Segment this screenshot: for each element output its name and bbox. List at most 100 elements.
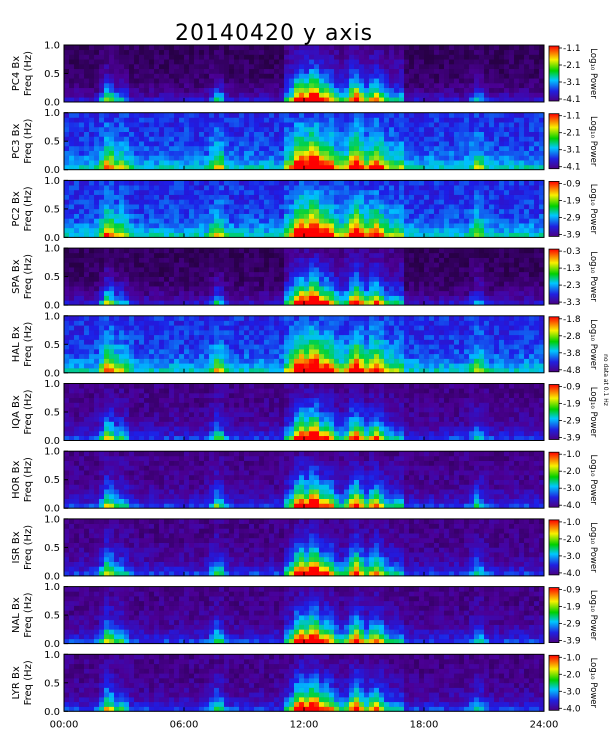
spectrogram-cell — [169, 122, 175, 128]
spectrogram-cell — [84, 271, 90, 277]
colorbar-tick-label: -3.9 — [563, 230, 581, 240]
spectrogram-cell — [309, 141, 315, 147]
spectrogram-cell — [384, 194, 390, 200]
spectrogram-cell — [419, 281, 425, 287]
spectrogram-cell — [109, 271, 115, 277]
spectrogram-cell — [74, 227, 80, 233]
spectrogram-cell — [309, 223, 315, 229]
spectrogram-cell — [144, 68, 150, 74]
spectrogram-cell — [134, 150, 140, 156]
spectrogram-cell — [384, 45, 390, 51]
spectrogram-cell — [259, 232, 265, 238]
spectrogram-cell — [529, 271, 535, 277]
spectrogram-cell — [209, 286, 215, 292]
spectrogram-cell — [244, 97, 250, 103]
spectrogram-cell — [469, 54, 475, 60]
spectrogram-cell — [309, 271, 315, 277]
spectrogram-cell — [399, 117, 405, 123]
spectrogram-cell — [294, 286, 300, 292]
spectrogram-cell — [309, 286, 315, 292]
spectrogram-cell — [359, 78, 365, 84]
spectrogram-cell — [159, 97, 165, 103]
spectrogram-cell — [159, 49, 165, 55]
spectrogram-cell — [229, 145, 235, 151]
spectrogram-cell — [494, 73, 500, 79]
spectrogram-cell — [399, 290, 405, 296]
spectrogram-cell — [309, 160, 315, 166]
spectrogram-cell — [324, 276, 330, 282]
spectrogram-cell — [304, 223, 310, 229]
spectrogram-cell — [519, 252, 525, 258]
spectrogram-cell — [414, 73, 420, 79]
spectrogram-cell — [309, 49, 315, 55]
spectrogram-cell — [179, 276, 185, 282]
spectrogram-cell — [249, 204, 255, 210]
spectrogram-cell — [64, 368, 70, 374]
spectrogram-cell — [424, 271, 430, 277]
spectrogram-cell — [274, 164, 280, 170]
spectrogram-cell — [279, 87, 285, 93]
spectrogram-cell — [324, 160, 330, 166]
spectrogram-cell — [459, 131, 465, 137]
spectrogram-cell — [319, 59, 325, 65]
spectrogram-cell — [199, 180, 205, 186]
spectrogram-cell — [74, 83, 80, 89]
spectrogram-cell — [164, 78, 170, 84]
spectrogram-cell — [134, 189, 140, 195]
spectrogram-cell — [494, 252, 500, 258]
spectrogram-cell — [399, 257, 405, 263]
spectrogram-cell — [349, 290, 355, 296]
spectrogram-cell — [314, 59, 320, 65]
spectrogram-cell — [309, 78, 315, 84]
spectrogram-cell — [179, 208, 185, 214]
spectrogram-cell — [469, 141, 475, 147]
spectrogram-cell — [464, 155, 470, 161]
spectrogram-cell — [194, 131, 200, 137]
spectrogram-cell — [159, 290, 165, 296]
spectrogram-cell — [519, 271, 525, 277]
spectrogram-cell — [519, 290, 525, 296]
spectrogram-cell — [329, 59, 335, 65]
spectrogram-cell — [74, 295, 80, 301]
spectrogram-cell — [539, 300, 545, 306]
spectrogram-cell — [459, 141, 465, 147]
spectrogram-cell — [234, 252, 240, 258]
spectrogram-cell — [324, 189, 330, 195]
spectrogram-cell — [234, 300, 240, 306]
spectrogram-cell — [274, 64, 280, 70]
spectrogram-cell — [459, 223, 465, 229]
spectrogram-cell — [214, 131, 220, 137]
spectrogram-cell — [354, 83, 360, 89]
spectrogram-cell — [534, 45, 540, 51]
spectrogram-cell — [129, 286, 135, 292]
spectrogram-cell — [284, 136, 290, 142]
spectrogram-cell — [169, 185, 175, 191]
spectrogram-cell — [119, 150, 125, 156]
spectrogram-cell — [74, 194, 80, 200]
spectrogram-cell — [414, 199, 420, 205]
spectrogram-cell — [64, 78, 70, 84]
spectrogram-cell — [69, 208, 75, 214]
spectrogram-cell — [179, 117, 185, 123]
spectrogram-cell — [514, 189, 520, 195]
spectrogram-cell — [294, 126, 300, 132]
spectrogram-cell — [114, 267, 120, 273]
spectrogram-cell — [509, 68, 515, 74]
spectrogram-cell — [394, 232, 400, 238]
spectrogram-cell — [144, 204, 150, 210]
spectrogram-cell — [424, 252, 430, 258]
spectrogram-cell — [289, 136, 295, 142]
spectrogram-cell — [394, 189, 400, 195]
spectrogram-cell — [309, 276, 315, 282]
spectrogram-cell — [124, 122, 130, 128]
spectrogram-cell — [69, 218, 75, 224]
spectrogram-cell — [314, 257, 320, 263]
spectrogram-cell — [284, 78, 290, 84]
spectrogram-cell — [434, 126, 440, 132]
spectrogram-cell — [79, 59, 85, 65]
spectrogram-cell — [94, 117, 100, 123]
spectrogram-cell — [69, 126, 75, 132]
spectrogram-cell — [134, 325, 140, 331]
spectrogram-cell — [344, 164, 350, 170]
spectrogram-cell — [114, 59, 120, 65]
